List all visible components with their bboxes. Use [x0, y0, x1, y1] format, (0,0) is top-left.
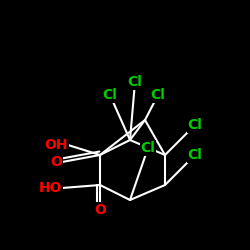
Text: Cl: Cl [150, 88, 166, 102]
Text: O: O [50, 155, 62, 169]
Text: O: O [94, 203, 106, 217]
Text: O: O [50, 155, 62, 169]
Text: Cl: Cl [102, 88, 118, 102]
Text: Cl: Cl [188, 148, 202, 162]
Text: OH: OH [44, 138, 68, 152]
Text: O: O [94, 203, 106, 217]
Text: Cl: Cl [128, 75, 142, 89]
Text: HO: HO [38, 181, 62, 195]
Text: Cl: Cl [140, 141, 156, 155]
Text: HO: HO [38, 181, 62, 195]
Text: Cl: Cl [188, 118, 202, 132]
Text: Cl: Cl [140, 141, 156, 155]
Text: Cl: Cl [188, 118, 202, 132]
Text: Cl: Cl [102, 88, 118, 102]
Text: Cl: Cl [150, 88, 166, 102]
Text: Cl: Cl [128, 75, 142, 89]
Text: OH: OH [44, 138, 68, 152]
Text: Cl: Cl [188, 148, 202, 162]
